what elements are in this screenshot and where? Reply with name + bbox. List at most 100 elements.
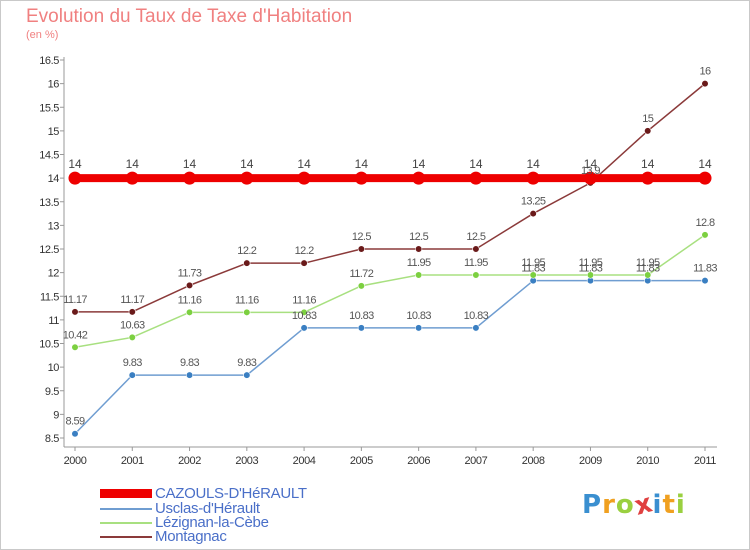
y-tick-label-6: 11.5 xyxy=(40,291,59,303)
series-line-2 xyxy=(74,234,706,349)
series-layer xyxy=(68,80,712,438)
series-3-label-7: 12.5 xyxy=(466,231,485,243)
series-1-label-0: 8.59 xyxy=(65,416,84,428)
chart-subtitle: (en %) xyxy=(26,29,59,41)
series-0-label-2: 14 xyxy=(183,157,197,171)
series-0-label-0: 14 xyxy=(68,157,82,171)
series-2-point-7 xyxy=(472,271,480,279)
logo-letter-0: P xyxy=(582,490,603,520)
y-tick-label-4: 10.5 xyxy=(39,339,59,351)
series-0-label-7: 14 xyxy=(469,157,483,171)
legend-swatch-0 xyxy=(100,489,152,498)
legend-label-1: Usclas-d'Hérault xyxy=(155,500,260,517)
series-0-point-5 xyxy=(354,171,368,185)
series-0-label-6: 14 xyxy=(412,157,426,171)
series-1-point-2 xyxy=(185,371,194,379)
x-tick-label-0: 2000 xyxy=(64,455,87,467)
legend-label-0: CAZOULS-D'HéRAULT xyxy=(155,485,307,502)
data-labels: 8.59 9.83 9.83 9.83 10.83 10.83 10.83 10.83 11.8… xyxy=(63,66,718,428)
series-1-point-11 xyxy=(701,277,709,285)
series-1-label-1: 9.83 xyxy=(123,357,142,369)
series-0-point-8 xyxy=(526,171,540,185)
legend-item-0: CAZOULS-D'HéRAULT xyxy=(100,485,307,502)
x-tick-label-10: 2010 xyxy=(636,455,659,467)
series-3-label-1: 11.17 xyxy=(120,294,144,306)
series-2-label-2: 11.16 xyxy=(178,294,202,306)
series-2-point-1 xyxy=(128,333,136,341)
series-0-point-9 xyxy=(583,171,597,185)
series-2-label-3: 11.16 xyxy=(235,294,259,306)
legend-label-3: Montagnac xyxy=(155,528,227,545)
series-3-label-5: 12.5 xyxy=(352,231,371,243)
series-1-label-9: 11.83 xyxy=(579,263,603,275)
y-tick-label-11: 14 xyxy=(48,173,60,185)
logo-letter-1: r xyxy=(602,490,616,520)
series-2-label-8: 11.95 xyxy=(521,257,545,269)
series-3-point-2 xyxy=(185,281,194,289)
series-2-point-5 xyxy=(357,282,365,290)
y-tick-label-7: 12 xyxy=(48,268,60,280)
series-0-label-4: 14 xyxy=(297,157,311,171)
y-tick-label-10: 13.5 xyxy=(39,197,59,209)
logo-letter-4: i xyxy=(652,490,663,520)
series-1-label-4: 10.83 xyxy=(292,310,317,322)
series-1-label-11: 11.83 xyxy=(693,263,717,275)
legend-swatch-2 xyxy=(100,521,152,524)
series-2-point-10 xyxy=(644,271,652,279)
series-1-label-8: 11.83 xyxy=(521,263,545,275)
series-0-point-2 xyxy=(183,171,197,185)
x-tick-label-3: 2003 xyxy=(235,455,258,467)
proxiti-logo: Proxiti xyxy=(582,488,686,522)
series-1-label-2: 9.83 xyxy=(180,357,199,369)
series-1-point-6 xyxy=(415,324,423,332)
y-tick-label-8: 12.5 xyxy=(39,244,59,256)
series-3-label-10: 15 xyxy=(642,113,654,125)
x-tick-label-5: 2005 xyxy=(350,455,373,467)
x-tick-label-9: 2009 xyxy=(579,455,602,467)
series-2-label-1: 10.63 xyxy=(120,319,145,331)
series-3-point-7 xyxy=(472,245,480,253)
y-tick-label-9: 13 xyxy=(48,220,60,232)
series-0-label-3: 14 xyxy=(240,157,254,171)
series-line-3 xyxy=(75,83,706,313)
series-2-point-9 xyxy=(586,271,595,279)
y-tick-label-13: 15 xyxy=(48,126,60,138)
x-tick-label-6: 2006 xyxy=(407,455,430,467)
series-1-label-3: 9.83 xyxy=(237,357,256,369)
series-2-label-11: 12.8 xyxy=(695,217,714,229)
series-3-label-0: 11.17 xyxy=(63,294,87,306)
axes: 8.599.51010.51111.51212.51313.51414.5151… xyxy=(39,55,717,467)
series-2-point-6 xyxy=(415,271,423,279)
series-0-point-10 xyxy=(641,171,655,185)
series-0-point-3 xyxy=(240,171,254,185)
series-1-point-4 xyxy=(300,324,308,332)
x-tick-label-8: 2008 xyxy=(522,455,545,467)
series-0-label-1: 14 xyxy=(126,157,140,171)
y-tick-label-16: 16.5 xyxy=(39,55,59,67)
series-3-point-0 xyxy=(71,308,79,316)
series-3-point-10 xyxy=(644,127,652,135)
series-1-label-6: 10.83 xyxy=(406,310,431,322)
legend-item-2: Lézignan-la-Cèbe xyxy=(100,514,269,531)
series-0-label-10: 14 xyxy=(641,157,655,171)
series-2-label-9: 11.95 xyxy=(579,257,603,269)
legend-swatch-1 xyxy=(100,507,152,510)
series-2-point-0 xyxy=(71,343,79,351)
series-0-label-9: 14 xyxy=(584,157,598,171)
x-tick-label-2: 2002 xyxy=(178,455,201,467)
series-3-point-5 xyxy=(357,245,365,253)
logo-letter-6: i xyxy=(675,490,686,520)
series-2-label-5: 11.72 xyxy=(350,268,374,280)
series-0-point-0 xyxy=(68,171,82,185)
y-tick-label-14: 15.5 xyxy=(39,102,59,114)
x-tick-label-11: 2011 xyxy=(694,455,716,467)
series-3-point-6 xyxy=(415,245,423,253)
legend-swatch-3 xyxy=(100,535,152,538)
series-line-1 xyxy=(74,279,705,435)
series-3-label-11: 16 xyxy=(699,66,711,78)
series-0-point-4 xyxy=(297,171,311,185)
series-1-label-7: 10.83 xyxy=(464,310,489,322)
series-2-point-8 xyxy=(529,271,537,279)
series-1-point-0 xyxy=(71,430,79,438)
series-3-label-3: 12.2 xyxy=(237,245,256,257)
